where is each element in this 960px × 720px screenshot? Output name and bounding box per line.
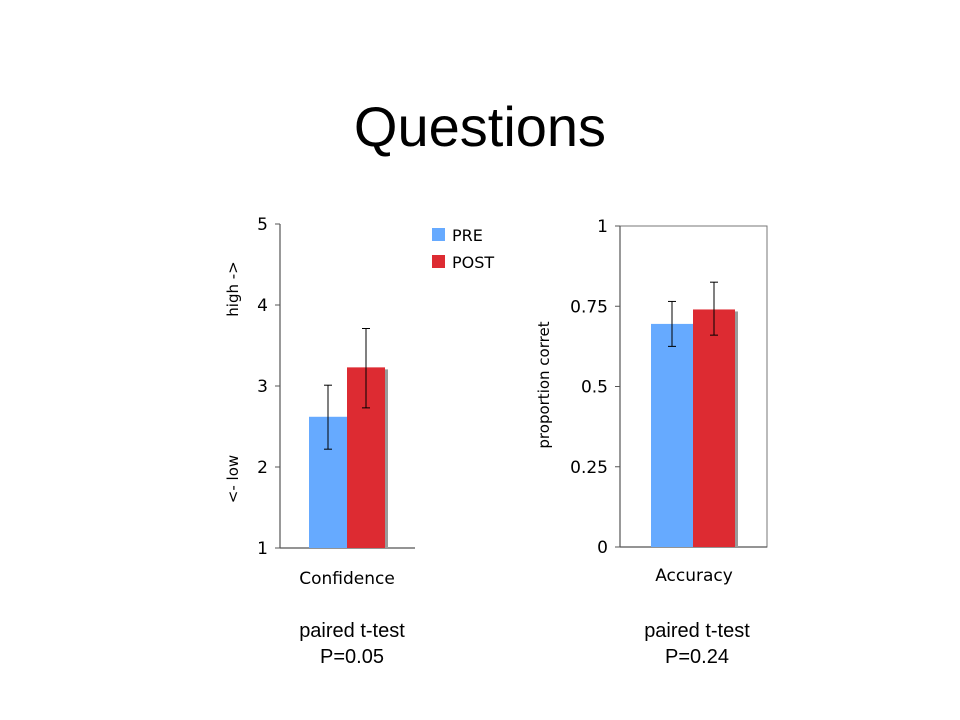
confidence-caption: paired t-test P=0.05 [252,618,452,670]
confidence-p-value: P=0.05 [320,646,384,668]
accuracy-ytick-label: 0 [597,538,608,558]
accuracy-ytick-label: 1 [597,217,608,237]
accuracy-test-label: paired t-test [644,620,750,642]
legend-label-pre: PRE [452,226,483,245]
legend-swatch-post [432,255,445,268]
confidence-ytick-label: 2 [257,458,268,478]
confidence-ytick-label: 4 [257,296,268,316]
legend-label-post: POST [452,253,494,272]
accuracy-p-value: P=0.24 [665,646,729,668]
confidence-test-label: paired t-test [299,620,405,642]
confidence-ylabel-high: high -> [224,261,242,316]
accuracy-ytick-label: 0.5 [581,378,608,398]
accuracy-ytick-label: 0.75 [570,297,608,317]
confidence-ytick-label: 5 [257,215,268,235]
accuracy-bar-post [693,309,735,547]
accuracy-caption: paired t-test P=0.24 [597,618,797,670]
confidence-ylabel-low: <- low [224,455,242,503]
accuracy-ytick-label: 0.25 [570,458,608,478]
accuracy-category-label: Accuracy [655,566,733,586]
legend-swatch-pre [432,228,445,241]
confidence-category-label: Confidence [299,569,395,589]
confidence-chart: 1 2 3 4 5 Confidence high -> <- low PRE POST [224,215,494,589]
confidence-ytick-label: 1 [257,539,268,559]
confidence-ytick-label: 3 [257,377,268,397]
accuracy-bar-pre [651,323,693,547]
accuracy-chart: 0 0.25 0.5 0.75 1 Accuracy proportion corret [535,217,768,586]
accuracy-ylabel: proportion corret [535,321,553,448]
slide-title: Questions [353,95,607,158]
